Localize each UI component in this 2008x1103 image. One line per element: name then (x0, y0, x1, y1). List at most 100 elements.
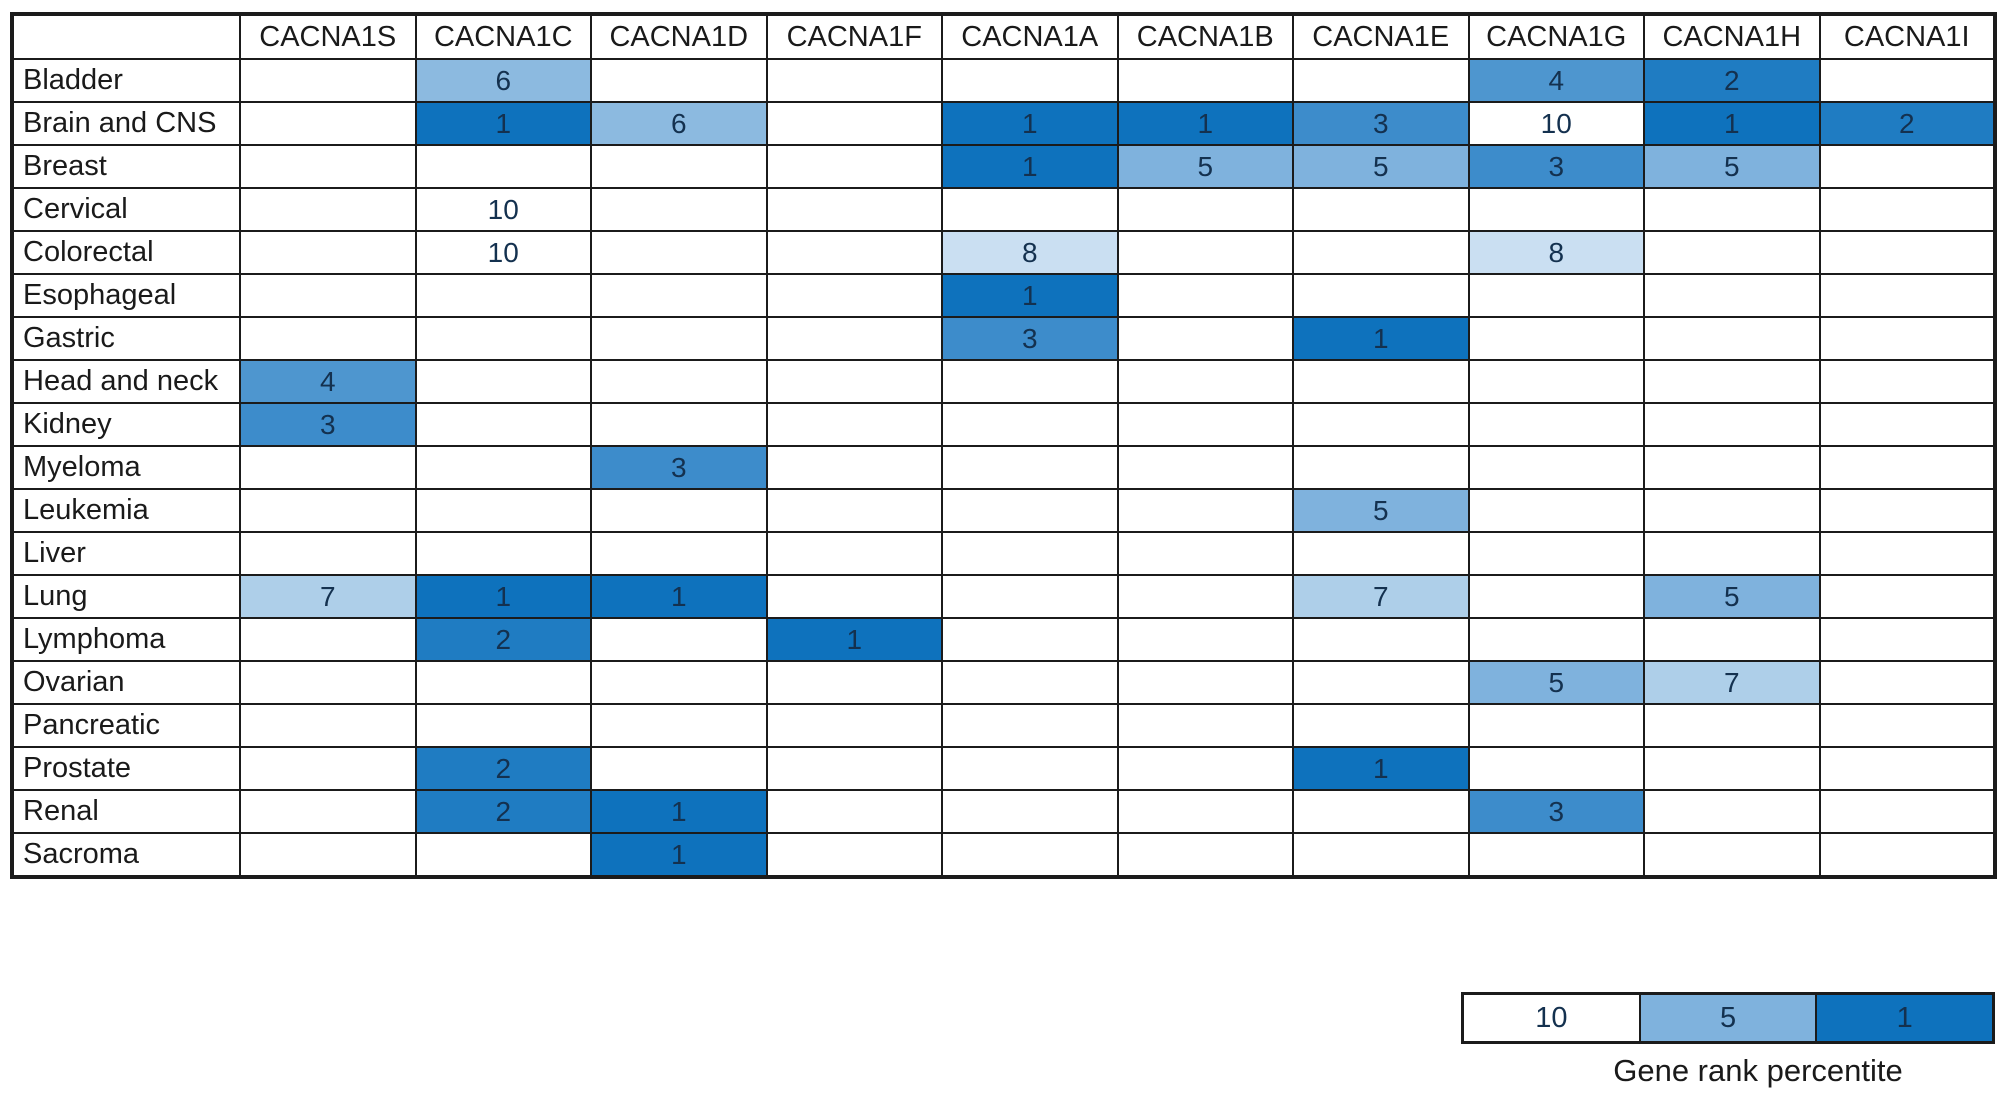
heatmap-cell (765, 58, 943, 103)
row-label: Lung (11, 574, 241, 619)
heatmap-cell (1643, 832, 1821, 878)
heatmap-cell (941, 574, 1119, 619)
heatmap-cell (590, 273, 768, 318)
heatmap-cell (590, 316, 768, 361)
heatmap-cell (1467, 531, 1645, 576)
heatmap-cell (1116, 488, 1294, 533)
row-label: Ovarian (11, 660, 241, 705)
heatmap-cell (1467, 703, 1645, 748)
heatmap-cell (1292, 660, 1470, 705)
heatmap-cell (414, 488, 592, 533)
heatmap-cell (239, 617, 417, 662)
heatmap-cell (1467, 574, 1645, 619)
heatmap-cell (239, 531, 417, 576)
table-row: Brain and CNS 1 6 1 1 3 10 1 2 (11, 101, 1996, 146)
heatmap-cell: 1 (414, 101, 592, 146)
heatmap-cell (1818, 574, 1996, 619)
heatmap-cell (239, 703, 417, 748)
heatmap-cell (414, 144, 592, 189)
heatmap-cell (941, 445, 1119, 490)
row-label: Brain and CNS (11, 101, 241, 146)
heatmap-cell (590, 58, 768, 103)
heatmap-cell (941, 703, 1119, 748)
heatmap-cell (414, 832, 592, 878)
heatmap-cell (1116, 789, 1294, 834)
heatmap-cell (765, 660, 943, 705)
heatmap-cell (239, 187, 417, 232)
heatmap-cell (1643, 531, 1821, 576)
heatmap-cell: 1 (941, 101, 1119, 146)
heatmap-cell (1292, 359, 1470, 404)
heatmap-cell: 4 (1467, 58, 1645, 103)
heatmap-cell: 3 (1467, 789, 1645, 834)
heatmap-cell (1467, 187, 1645, 232)
heatmap-cell: 1 (590, 789, 768, 834)
heatmap-cell (765, 574, 943, 619)
heatmap-cell (765, 402, 943, 447)
heatmap-cell (1116, 316, 1294, 361)
heatmap-cell (765, 703, 943, 748)
row-label: Lymphoma (11, 617, 241, 662)
table-row: Pancreatic (11, 703, 1996, 748)
heatmap-cell: 1 (1116, 101, 1294, 146)
heatmap-cell (941, 746, 1119, 791)
heatmap-cell (1116, 230, 1294, 275)
heatmap-cell (1643, 488, 1821, 533)
heatmap-cell (239, 230, 417, 275)
heatmap-cell: 10 (414, 230, 592, 275)
heatmap-cell: 3 (590, 445, 768, 490)
heatmap-cell (414, 660, 592, 705)
heatmap-cell: 3 (1467, 144, 1645, 189)
row-label: Liver (11, 531, 241, 576)
row-label: Kidney (11, 402, 241, 447)
heatmap-cell (1818, 488, 1996, 533)
heatmap-cell: 1 (590, 574, 768, 619)
heatmap-cell (1818, 316, 1996, 361)
column-header-CACNA1G: CACNA1G (1467, 13, 1645, 60)
heatmap-cell (1116, 660, 1294, 705)
heatmap-cell (1818, 703, 1996, 748)
heatmap-cell (590, 617, 768, 662)
heatmap-cell (1818, 402, 1996, 447)
column-header-CACNA1C: CACNA1C (414, 13, 592, 60)
legend-item-1: 1 (1815, 995, 1993, 1041)
heatmap-cell (1292, 531, 1470, 576)
heatmap-cell (1818, 746, 1996, 791)
heatmap-cell (1116, 58, 1294, 103)
corner-cell (11, 13, 241, 60)
row-label: Colorectal (11, 230, 241, 275)
heatmap-cell: 7 (1292, 574, 1470, 619)
heatmap-cell (239, 789, 417, 834)
heatmap-cell: 2 (1643, 58, 1821, 103)
table-row: Ovarian 5 7 (11, 660, 1996, 705)
table-row: Myeloma 3 (11, 445, 1996, 490)
heatmap-cell (414, 531, 592, 576)
heatmap-cell: 3 (1292, 101, 1470, 146)
heatmap-cell (1467, 617, 1645, 662)
heatmap-cell (1643, 273, 1821, 318)
heatmap-cell (414, 445, 592, 490)
heatmap-cell (765, 230, 943, 275)
heatmap-cell (1818, 230, 1996, 275)
column-header-CACNA1D: CACNA1D (590, 13, 768, 60)
heatmap-cell (765, 144, 943, 189)
heatmap-cell (590, 359, 768, 404)
heatmap-cell: 6 (590, 101, 768, 146)
heatmap-cell (1818, 273, 1996, 318)
heatmap-cell: 4 (239, 359, 417, 404)
row-label: Breast (11, 144, 241, 189)
heatmap-cell (941, 617, 1119, 662)
heatmap-cell (1818, 58, 1996, 103)
heatmap-cell: 2 (414, 617, 592, 662)
heatmap-cell (765, 789, 943, 834)
heatmap-cell: 1 (414, 574, 592, 619)
heatmap-cell (941, 789, 1119, 834)
heatmap-cell (1467, 273, 1645, 318)
heatmap-cell (1818, 144, 1996, 189)
heatmap-cell (1643, 230, 1821, 275)
table-row: Prostate 2 1 (11, 746, 1996, 791)
heatmap-cell (1292, 789, 1470, 834)
table-row: Gastric 3 1 (11, 316, 1996, 361)
heatmap-cell (1292, 445, 1470, 490)
heatmap-cell: 5 (1467, 660, 1645, 705)
